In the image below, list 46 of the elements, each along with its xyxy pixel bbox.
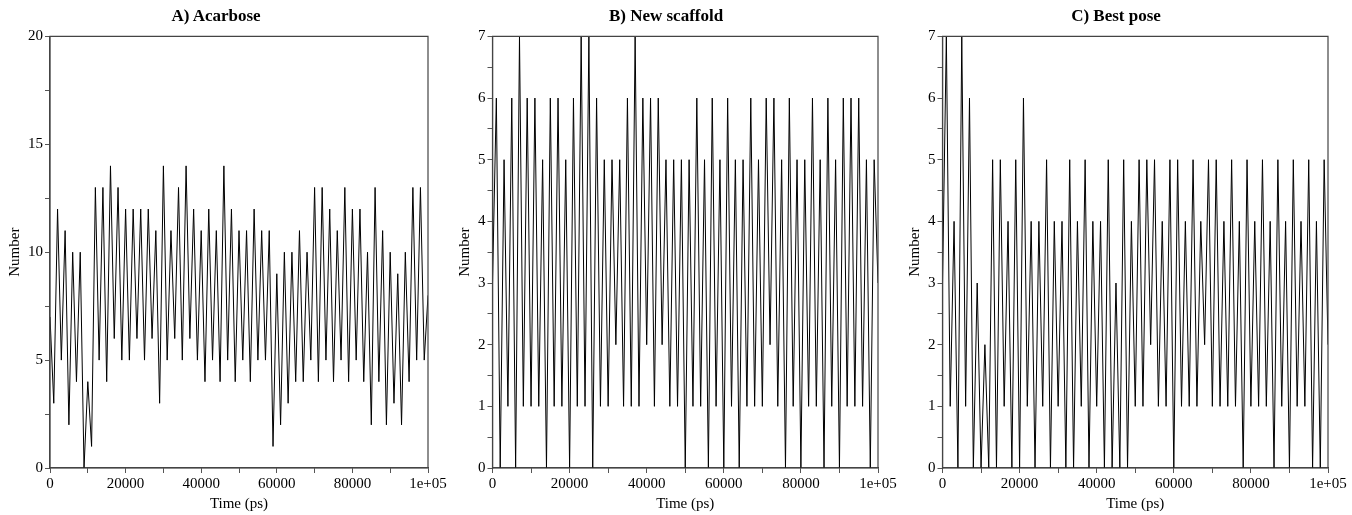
y-tick-label: 3 — [928, 273, 936, 290]
x-tick-label: 60000 — [258, 474, 296, 491]
y-tick-label: 6 — [928, 88, 936, 105]
y-tick-label: 1 — [478, 397, 486, 414]
x-tick-label: 60000 — [1155, 474, 1193, 491]
y-tick-label: 4 — [478, 212, 486, 229]
x-tick-label: 40000 — [627, 474, 666, 491]
x-tick-label: 40000 — [182, 474, 220, 491]
y-tick-label: 2 — [478, 335, 486, 352]
y-tick-label: 4 — [928, 212, 936, 229]
y-tick-label: 3 — [478, 273, 486, 290]
y-axis-title: Number — [455, 227, 472, 277]
x-tick-label: 80000 — [1232, 474, 1270, 491]
y-tick-label: 10 — [28, 243, 43, 260]
y-axis-title: Number — [905, 227, 922, 277]
y-tick-label: 5 — [478, 150, 486, 167]
y-tick-label: 0 — [35, 458, 43, 475]
x-tick-label: 80000 — [782, 474, 820, 491]
chart-title: C) Best pose — [1071, 5, 1162, 25]
x-tick-label: 20000 — [550, 474, 589, 491]
x-axis-title: Time (ps) — [1106, 494, 1165, 512]
chart-title: A) Acarbose — [171, 5, 262, 25]
x-tick-label: 1e+05 — [409, 474, 447, 491]
x-tick-label: 80000 — [333, 474, 372, 491]
x-tick-label: 0 — [46, 474, 54, 491]
x-tick-label: 20000 — [1000, 474, 1039, 491]
y-tick-label: 2 — [928, 335, 936, 352]
y-tick-label: 6 — [478, 88, 486, 105]
x-axis-title: Time (ps) — [656, 494, 715, 512]
x-tick-label: 20000 — [106, 474, 145, 491]
x-axis-title: Time (ps) — [209, 494, 269, 512]
y-tick-label: 7 — [928, 27, 936, 44]
y-tick-label: 7 — [478, 27, 486, 44]
y-axis-title: Number — [5, 227, 22, 277]
y-tick-label: 5 — [35, 351, 43, 368]
y-tick-label: 0 — [928, 458, 936, 475]
x-tick-label: 60000 — [705, 474, 743, 491]
y-tick-label: 0 — [478, 458, 486, 475]
y-tick-label: 15 — [28, 135, 43, 152]
y-tick-label: 1 — [928, 397, 936, 414]
x-tick-label: 1e+05 — [1309, 474, 1347, 491]
y-tick-label: 5 — [928, 150, 936, 167]
y-tick-label: 20 — [28, 27, 43, 44]
x-tick-label: 1e+05 — [859, 474, 897, 491]
x-tick-label: 40000 — [1077, 474, 1116, 491]
chart-title: B) New scaffold — [608, 5, 724, 25]
